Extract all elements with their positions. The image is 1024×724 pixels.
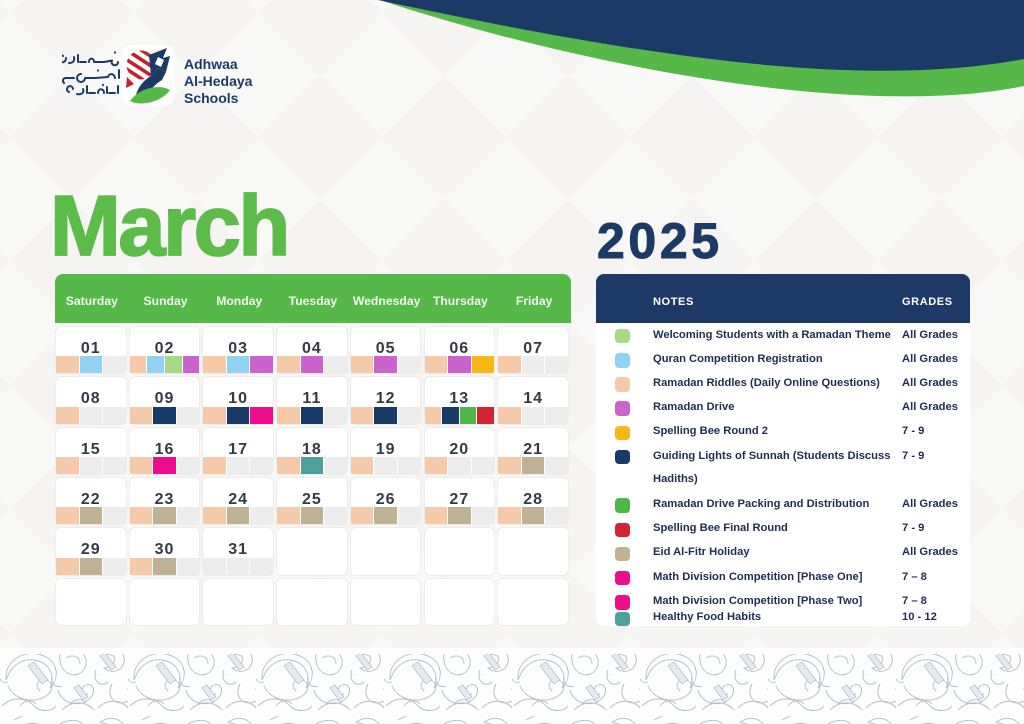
svg-text:Adhwaa: Adhwaa [184, 56, 238, 72]
svg-text:Al-Hedaya: Al-Hedaya [184, 73, 253, 89]
svg-text:Schools: Schools [184, 90, 239, 106]
